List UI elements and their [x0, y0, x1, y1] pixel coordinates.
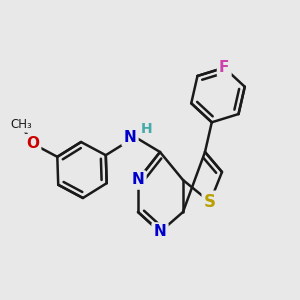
- Text: N: N: [154, 224, 166, 239]
- Text: F: F: [219, 60, 230, 75]
- Text: CH₃: CH₃: [10, 118, 32, 131]
- Text: N: N: [132, 172, 144, 188]
- Text: S: S: [204, 193, 216, 211]
- Text: O: O: [26, 136, 39, 151]
- Text: N: N: [124, 130, 136, 145]
- Text: H: H: [141, 122, 153, 136]
